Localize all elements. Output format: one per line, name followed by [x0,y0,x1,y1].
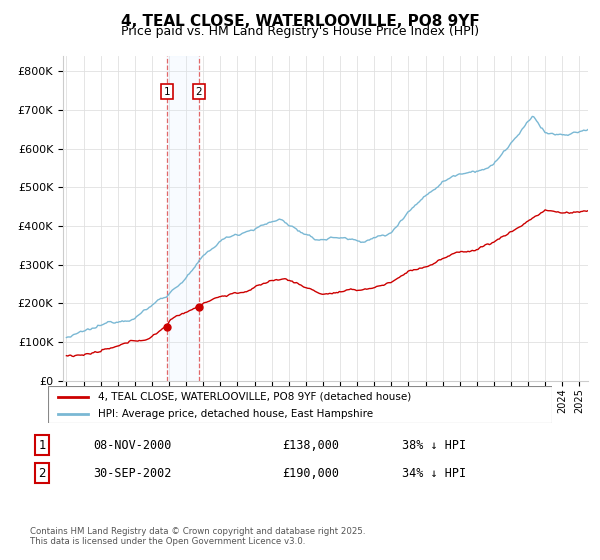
Text: 1: 1 [163,87,170,97]
Text: £138,000: £138,000 [282,438,339,452]
Text: Contains HM Land Registry data © Crown copyright and database right 2025.
This d: Contains HM Land Registry data © Crown c… [30,526,365,546]
Text: HPI: Average price, detached house, East Hampshire: HPI: Average price, detached house, East… [98,409,374,419]
Text: 2: 2 [196,87,202,97]
Text: 08-NOV-2000: 08-NOV-2000 [93,438,172,452]
Text: 34% ↓ HPI: 34% ↓ HPI [402,466,466,480]
Text: Price paid vs. HM Land Registry's House Price Index (HPI): Price paid vs. HM Land Registry's House … [121,25,479,38]
Text: 38% ↓ HPI: 38% ↓ HPI [402,438,466,452]
Text: 4, TEAL CLOSE, WATERLOOVILLE, PO8 9YF (detached house): 4, TEAL CLOSE, WATERLOOVILLE, PO8 9YF (d… [98,391,412,402]
FancyBboxPatch shape [48,386,552,423]
Text: 2: 2 [38,466,46,480]
Text: 1: 1 [38,438,46,452]
Text: 4, TEAL CLOSE, WATERLOOVILLE, PO8 9YF: 4, TEAL CLOSE, WATERLOOVILLE, PO8 9YF [121,14,479,29]
Text: 30-SEP-2002: 30-SEP-2002 [93,466,172,480]
Text: £190,000: £190,000 [282,466,339,480]
Bar [167,56,199,381]
